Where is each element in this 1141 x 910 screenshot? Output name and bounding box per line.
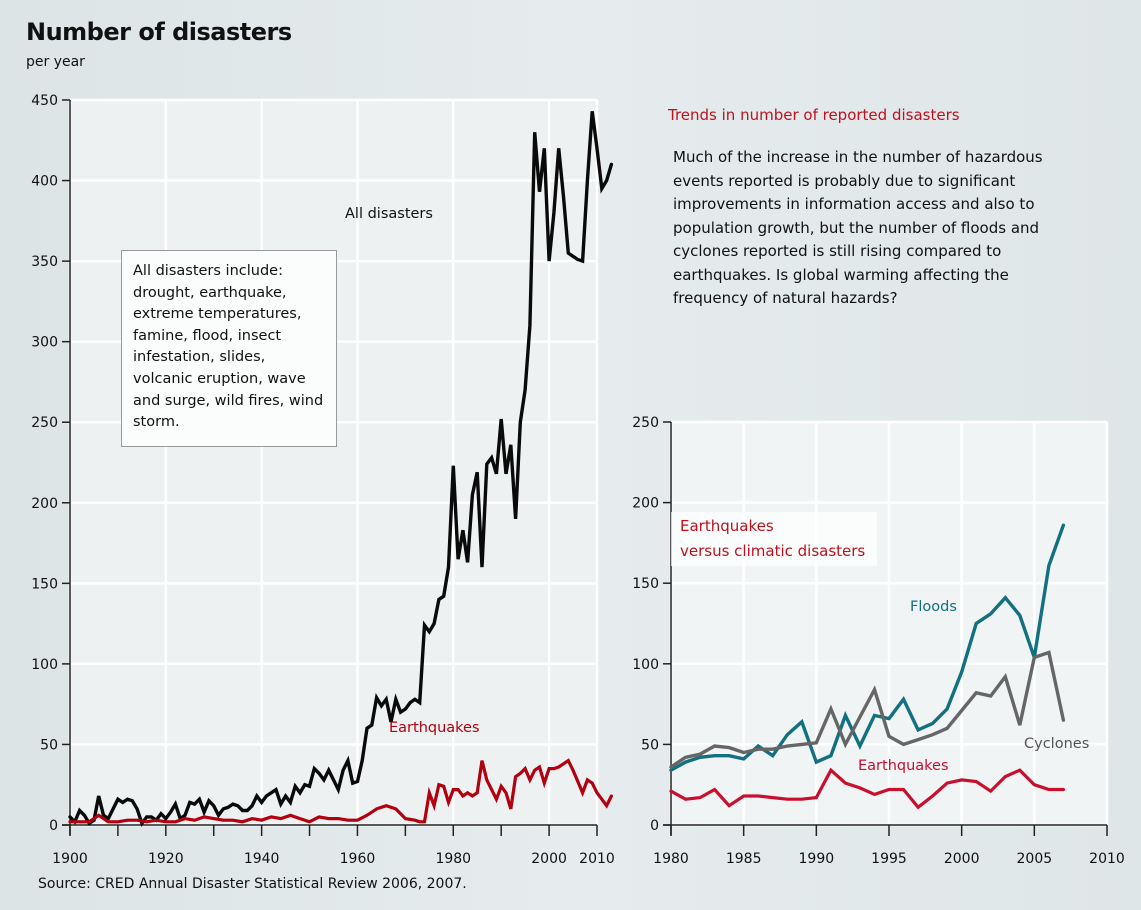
- y-tick-label: 250: [632, 415, 659, 431]
- x-tick-label: 2010: [579, 851, 615, 867]
- series-label-floods: Floods: [910, 599, 957, 615]
- y-tick-label: 0: [49, 818, 58, 834]
- series-line-earthquakes: [68, 758, 614, 824]
- right-chart: 0 50 100 150 200 250 1980 1985 1990 1995 2000 2005 2…: [632, 415, 1125, 867]
- y-tick-label: 200: [632, 496, 659, 512]
- x-tick-label: 1985: [726, 851, 762, 867]
- y-tick-label: 0: [650, 818, 659, 834]
- x-tick-label: 1960: [340, 851, 376, 867]
- x-tick-label: 1990: [799, 851, 835, 867]
- y-tick-label: 350: [31, 254, 58, 270]
- series-label-cyclones: Cyclones: [1024, 736, 1089, 752]
- y-tick-label: 150: [31, 576, 58, 592]
- right-chart-title-background: [671, 512, 877, 566]
- x-tick-label: 2000: [531, 851, 567, 867]
- x-tick-label: 1900: [52, 851, 88, 867]
- y-tick-label: 400: [31, 174, 58, 190]
- disaster-types-note: All disasters include: drought, earthqua…: [121, 250, 337, 447]
- chart-subtitle: per year: [26, 54, 85, 70]
- y-tick-label: 300: [31, 335, 58, 351]
- x-tick-label: 1980: [653, 851, 689, 867]
- x-tick-label: 1995: [871, 851, 907, 867]
- series-label-all-disasters: All disasters: [345, 206, 433, 222]
- right-chart-title: Earthquakes versus climatic disasters: [680, 514, 865, 564]
- x-tick-label: 2010: [1089, 851, 1125, 867]
- series-line-all-disasters: [68, 111, 614, 828]
- x-tick-label: 2005: [1017, 851, 1053, 867]
- y-tick-label: 150: [632, 576, 659, 592]
- y-tick-label: 100: [31, 657, 58, 673]
- y-tick-label: 450: [31, 93, 58, 109]
- y-tick-label: 100: [632, 657, 659, 673]
- x-tick-label: 1940: [244, 851, 280, 867]
- series-line-cyclones: [669, 650, 1066, 769]
- y-tick-label: 50: [641, 737, 659, 753]
- y-tick-label: 50: [40, 737, 58, 753]
- x-tick-label: 1980: [435, 851, 471, 867]
- source-note: Source: CRED Annual Disaster Statistical…: [38, 876, 467, 892]
- left-chart: 0 50 100 150 200 250 300 350 400 450 1900 1920 1940 1…: [31, 93, 615, 867]
- right-chart-title-line2: versus climatic disasters: [680, 542, 866, 560]
- series-line-earthquakes: [669, 767, 1066, 810]
- chart-title: Number of disasters: [26, 18, 292, 46]
- series-label-earthquakes: Earthquakes: [858, 758, 949, 774]
- y-tick-label: 250: [31, 415, 58, 431]
- y-tick-label: 200: [31, 496, 58, 512]
- series-line-floods: [669, 523, 1066, 772]
- trends-title: Trends in number of reported disasters: [668, 106, 960, 124]
- trends-description: Much of the increase in the number of ha…: [673, 148, 1043, 307]
- x-tick-label: 2000: [944, 851, 980, 867]
- series-label-earthquakes: Earthquakes: [389, 720, 480, 736]
- right-chart-title-line1: Earthquakes: [680, 517, 774, 535]
- x-tick-label: 1920: [148, 851, 184, 867]
